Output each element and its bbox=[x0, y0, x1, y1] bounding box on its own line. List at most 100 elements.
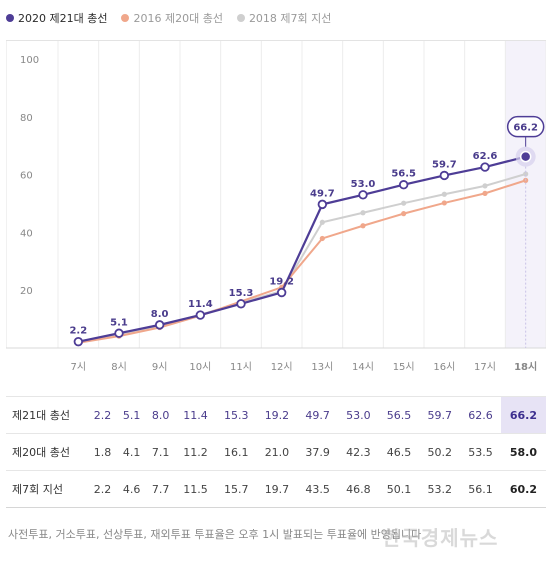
table-cell: 7.1 bbox=[146, 433, 176, 471]
data-point bbox=[441, 200, 447, 206]
table-row-label: 제20대 총선 bbox=[6, 433, 88, 471]
table-row-label: 제7회 지선 bbox=[6, 470, 88, 508]
y-tick-label: 20 bbox=[20, 286, 33, 297]
data-label: 5.1 bbox=[110, 317, 128, 328]
table-cell: 15.7 bbox=[215, 470, 257, 508]
x-tick-label: 17시 bbox=[474, 361, 496, 373]
table-row: 제21대 총선 2.2 5.1 8.0 11.4 15.3 19.2 49.7 53.0 56.5… bbox=[6, 396, 546, 434]
data-point bbox=[441, 191, 447, 197]
data-point bbox=[523, 171, 529, 177]
data-point bbox=[114, 328, 124, 338]
table-cell: 5.1 bbox=[117, 396, 147, 434]
legend-item-2016[interactable]: 2016 제20대 총선 bbox=[121, 10, 223, 26]
data-label: 56.5 bbox=[391, 169, 416, 180]
line-chart: 20 40 60 80 100 7시 8시 9시 10시 11시 12시 13시 14시 15시 16시 17… bbox=[6, 40, 546, 386]
x-tick-label: 16시 bbox=[433, 361, 455, 373]
table-cell: 43.5 bbox=[297, 470, 338, 508]
legend-dot-2020-icon bbox=[6, 14, 14, 22]
table-cell: 53.2 bbox=[419, 470, 461, 508]
data-point bbox=[276, 287, 287, 298]
table-cell: 8.0 bbox=[146, 396, 176, 434]
x-tick-label: 13시 bbox=[311, 361, 333, 373]
data-point bbox=[398, 180, 409, 190]
y-tick-label: 40 bbox=[20, 228, 33, 239]
table-cell: 2.2 bbox=[88, 396, 118, 434]
table-cell: 19.2 bbox=[256, 396, 298, 434]
table-cell: 46.5 bbox=[378, 433, 420, 471]
table-cell: 46.8 bbox=[338, 470, 379, 508]
table-cell: 19.7 bbox=[256, 470, 298, 508]
legend-label-2018: 2018 제7회 지선 bbox=[248, 12, 332, 25]
table-cell: 4.1 bbox=[117, 433, 147, 471]
legend-dot-2018-icon bbox=[236, 14, 245, 22]
data-label: 15.3 bbox=[229, 288, 254, 299]
data-point bbox=[319, 219, 325, 225]
data-point bbox=[360, 210, 366, 216]
data-point bbox=[439, 170, 450, 181]
table-cell: 4.6 bbox=[117, 470, 147, 508]
legend-label-2020: 2020 제21대 총선 bbox=[18, 12, 108, 25]
series-line bbox=[78, 155, 526, 343]
series-line bbox=[78, 179, 526, 344]
data-label: 53.0 bbox=[351, 179, 376, 190]
table-row: 제7회 지선 2.2 4.6 7.7 11.5 15.7 19.7 43.5 46.8 50.1 5… bbox=[6, 470, 546, 508]
x-tick-label: 8시 bbox=[111, 361, 127, 373]
x-tick-label: 10시 bbox=[189, 361, 211, 373]
y-tick-label: 60 bbox=[20, 171, 33, 182]
x-tick-label: 14시 bbox=[352, 361, 374, 373]
table-cell: 1.8 bbox=[88, 433, 118, 471]
x-tick-label: 9시 bbox=[152, 361, 168, 373]
table-cell: 11.4 bbox=[175, 396, 216, 434]
table-cell: 21.0 bbox=[256, 433, 298, 471]
y-tick-label: 80 bbox=[20, 113, 33, 124]
callout-bubble bbox=[506, 115, 545, 138]
data-label: 62.6 bbox=[473, 151, 498, 162]
data-point bbox=[401, 211, 407, 217]
table-cell: 50.1 bbox=[378, 470, 420, 508]
table-cell: 56.1 bbox=[460, 470, 501, 508]
legend-label-2016: 2016 제20대 총선 bbox=[133, 12, 223, 25]
table-cell: 56.5 bbox=[378, 396, 420, 434]
table-cell: 59.7 bbox=[419, 396, 461, 434]
data-point bbox=[360, 223, 366, 229]
data-point bbox=[317, 199, 328, 210]
table-cell: 15.3 bbox=[215, 396, 257, 434]
data-point bbox=[73, 336, 84, 347]
data-label: 2.2 bbox=[69, 326, 87, 337]
data-point bbox=[319, 235, 325, 242]
data-point bbox=[154, 320, 165, 330]
table-cell: 66.2 bbox=[500, 396, 546, 434]
table-row-label: 제21대 총선 bbox=[6, 396, 88, 434]
chart-legend: 2020 제21대 총선 2016 제20대 총선 2018 제7회 지선 bbox=[6, 8, 345, 28]
legend-dot-2016-icon bbox=[121, 14, 130, 22]
legend-item-2020[interactable]: 2020 제21대 총선 bbox=[6, 10, 107, 26]
data-label: 66.2 bbox=[513, 123, 538, 134]
data-point bbox=[401, 200, 407, 206]
data-label: 19.2 bbox=[269, 277, 294, 288]
table-cell: 60.2 bbox=[500, 470, 546, 508]
turnout-table: 제21대 총선 2.2 5.1 8.0 11.4 15.3 19.2 49.7 53.0 56.5… bbox=[6, 396, 546, 508]
table-cell: 50.2 bbox=[419, 433, 461, 471]
data-label: 59.7 bbox=[432, 159, 457, 170]
table-cell: 53.0 bbox=[338, 396, 379, 434]
data-point bbox=[482, 183, 488, 189]
x-tick-label: 7시 bbox=[71, 361, 87, 373]
legend-item-2018[interactable]: 2018 제7회 지선 bbox=[236, 10, 332, 26]
table-cell: 7.7 bbox=[146, 470, 176, 508]
table-cell: 16.1 bbox=[215, 433, 257, 471]
data-label: 11.4 bbox=[188, 299, 213, 310]
table-cell: 11.2 bbox=[175, 433, 216, 471]
y-tick-label: 100 bbox=[20, 55, 39, 66]
table-cell: 49.7 bbox=[297, 396, 338, 434]
x-tick-label: 15시 bbox=[393, 361, 415, 373]
data-point bbox=[358, 190, 368, 200]
table-cell: 58.0 bbox=[500, 433, 546, 471]
x-tick-label: 11시 bbox=[230, 361, 252, 373]
footnote: 사전투표, 거소투표, 선상투표, 재외투표 투표율은 오후 1시 발표되는 투… bbox=[8, 528, 422, 541]
data-point bbox=[195, 310, 206, 320]
table-row: 제20대 총선 1.8 4.1 7.1 11.2 16.1 21.0 37.9 42.3 46.5… bbox=[6, 433, 546, 471]
data-label: 8.0 bbox=[151, 309, 169, 320]
x-tick-label: 18시 bbox=[514, 361, 537, 373]
highlight-column bbox=[505, 41, 546, 348]
table-cell: 2.2 bbox=[88, 470, 118, 508]
